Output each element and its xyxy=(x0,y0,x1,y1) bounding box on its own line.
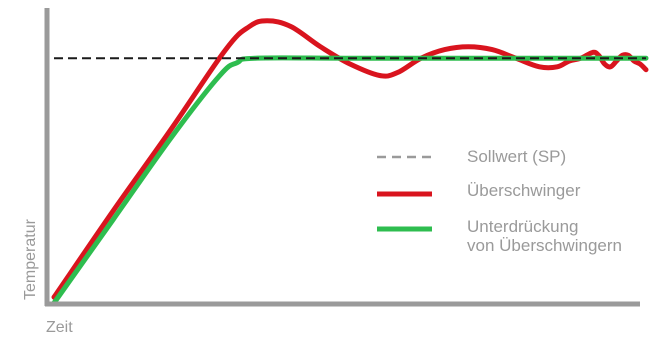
legend-label-setpoint: Sollwert (SP) xyxy=(467,147,567,166)
series-overshoot-line xyxy=(51,18,649,300)
series-layer xyxy=(51,18,649,306)
legend-swatch-dashed xyxy=(377,147,432,167)
legend-label-overshoot: Überschwinger xyxy=(467,181,581,200)
legend-swatch-green xyxy=(377,217,432,237)
y-axis-label: Temperatur xyxy=(22,219,39,300)
legend-swatch-red xyxy=(377,181,432,201)
x-axis-label: Zeit xyxy=(46,319,73,336)
legend-item-suppression: Unterdrückung von Überschwingern xyxy=(377,217,622,255)
legend-label-suppression: Unterdrückung von Überschwingern xyxy=(467,217,622,255)
legend-item-setpoint: Sollwert (SP) xyxy=(377,147,566,167)
legend-item-overshoot: Überschwinger xyxy=(377,181,580,201)
